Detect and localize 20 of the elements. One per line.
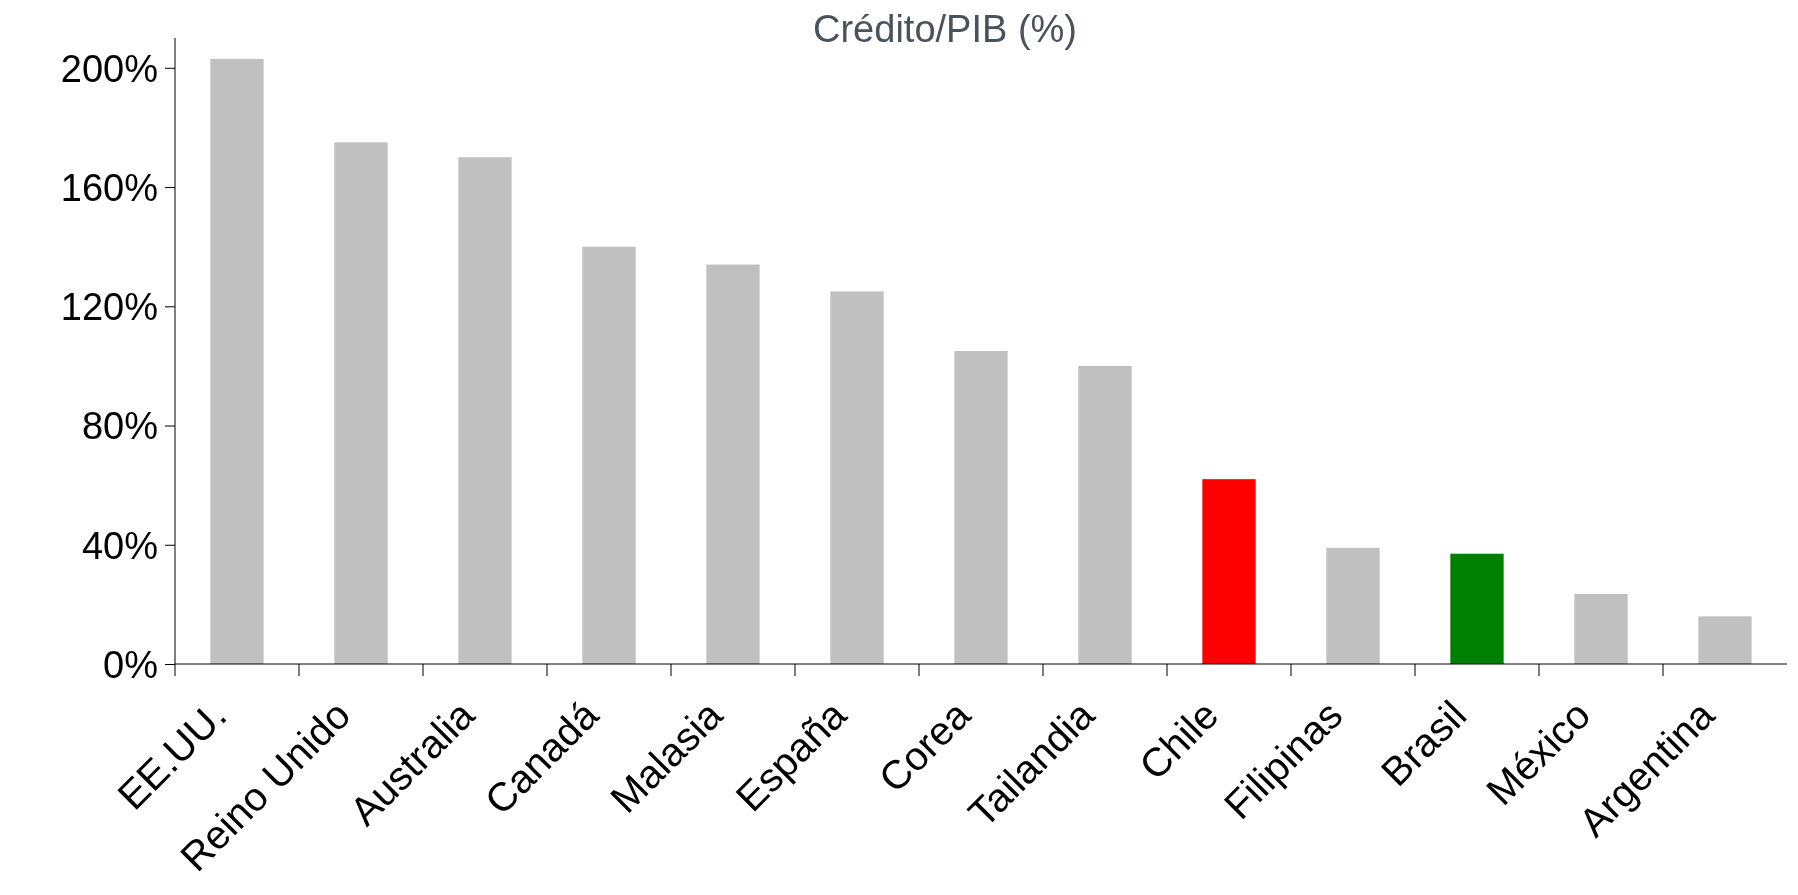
y-tick-label: 40% [81, 524, 158, 567]
bar [1698, 616, 1752, 664]
chart-title: Crédito/PIB (%) [813, 8, 1077, 50]
bar [1078, 365, 1132, 664]
bar [582, 246, 636, 664]
bar [334, 142, 388, 664]
bar [1450, 553, 1504, 664]
bar [458, 157, 512, 664]
bar [210, 58, 264, 664]
bar [1326, 547, 1380, 664]
bar [1202, 479, 1256, 664]
bar [706, 264, 760, 664]
bar [954, 351, 1008, 664]
bar [830, 291, 884, 664]
y-tick-label: 200% [60, 47, 158, 90]
y-tick-label: 120% [60, 286, 158, 329]
y-tick-label: 0% [103, 643, 158, 686]
bar [1574, 593, 1628, 664]
y-tick-label: 160% [60, 166, 158, 209]
y-tick-label: 80% [81, 405, 158, 448]
